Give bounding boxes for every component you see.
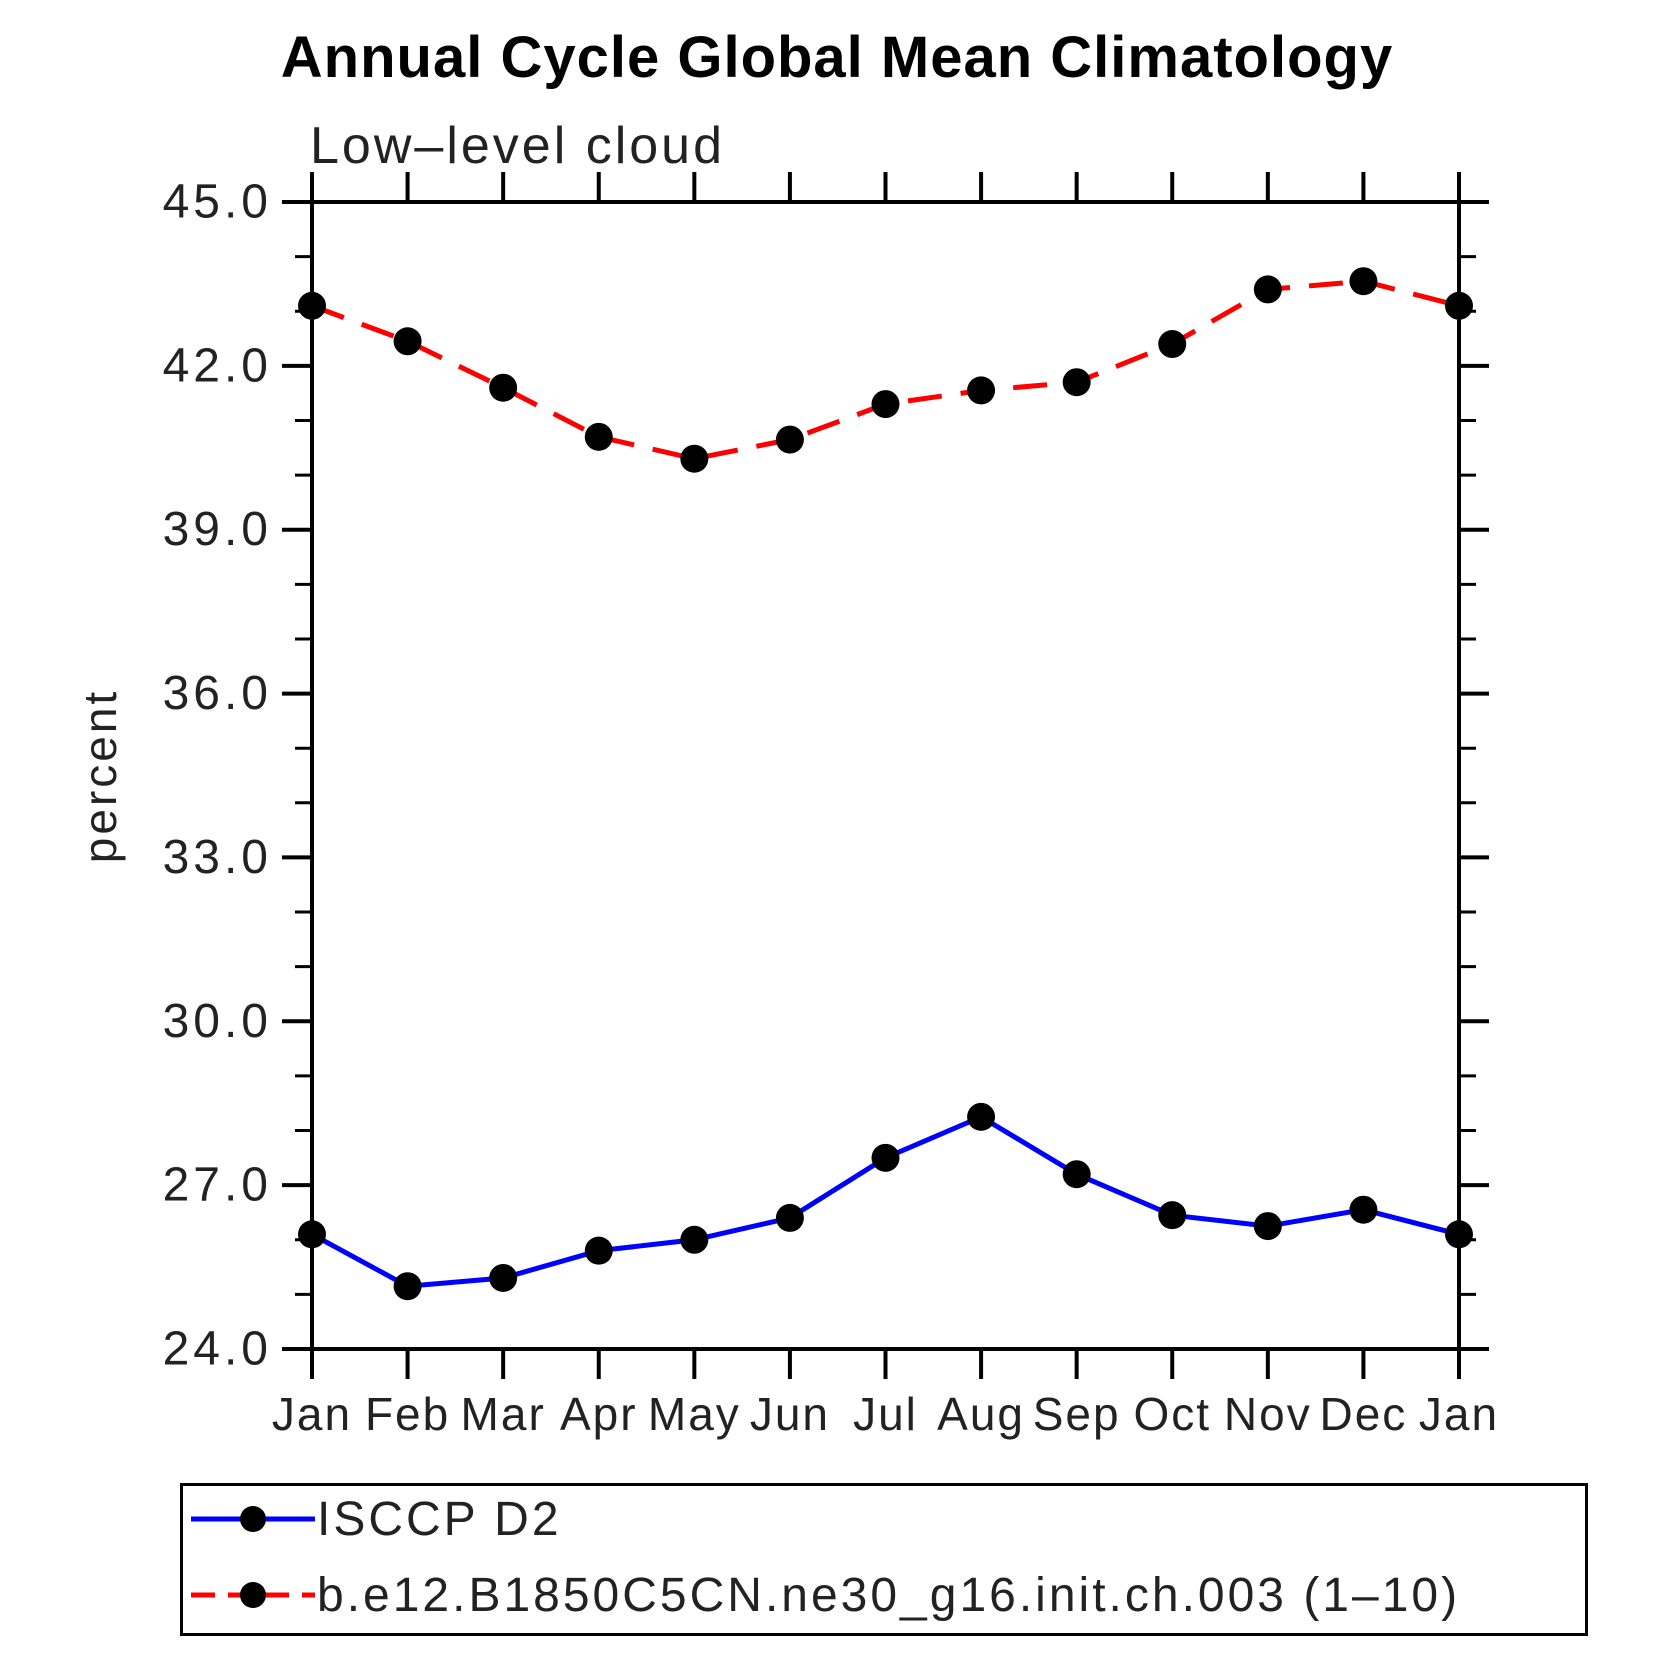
y-axis-tick-label: 33.0	[163, 831, 272, 884]
x-axis-month-label: Mar	[461, 1388, 546, 1440]
chart-title: Annual Cycle Global Mean Climatology	[280, 25, 1394, 90]
x-axis-month-label: Aug	[937, 1388, 1025, 1440]
legend-entry-isccp: ISCCP D2	[189, 1492, 562, 1546]
y-axis-tick-label: 30.0	[163, 995, 272, 1048]
y-axis-tick-label: 24.0	[163, 1323, 272, 1376]
series-0-marker	[967, 1102, 996, 1131]
series-0-marker	[680, 1225, 709, 1254]
series-1-marker	[680, 444, 709, 473]
x-axis-month-label: Feb	[365, 1388, 450, 1440]
series-1-marker	[1349, 267, 1378, 296]
series-line-1	[311, 278, 1460, 462]
legend-swatch-dashed-line	[191, 1582, 315, 1608]
x-axis-month-label: Oct	[1133, 1388, 1211, 1440]
x-axis-month-label: Apr	[560, 1388, 638, 1440]
legend-marker-dot	[240, 1582, 266, 1608]
x-axis-month-label: Sep	[1033, 1388, 1121, 1440]
legend-swatch-solid-line	[191, 1506, 315, 1532]
x-axis-month-label: Dec	[1320, 1388, 1408, 1440]
chart-subtitle: Low–level cloud	[310, 117, 726, 175]
legend-marker-dot	[240, 1506, 266, 1532]
x-axis-month-label: Nov	[1224, 1388, 1312, 1440]
series-1-marker	[871, 390, 900, 419]
series-1-marker	[1158, 330, 1187, 359]
series-0-marker	[298, 1220, 326, 1249]
series-0-marker	[775, 1203, 804, 1232]
y-axis-tick-label: 45.0	[163, 176, 272, 229]
series-0-marker	[584, 1236, 613, 1265]
series-1-marker	[775, 425, 804, 454]
series-1-marker	[1062, 368, 1091, 397]
series-1-marker	[1445, 291, 1473, 320]
series-0-marker	[871, 1143, 900, 1172]
plot-frame	[310, 200, 1461, 1351]
series-1-marker	[584, 422, 613, 451]
series-0-marker	[1445, 1220, 1473, 1249]
series-line-0	[310, 1114, 1460, 1289]
series-0-marker	[489, 1263, 518, 1292]
series-1-marker	[393, 327, 422, 356]
legend-entry-model: b.e12.B1850C5CN.ne30_g16.init.ch.003 (1–…	[189, 1568, 1461, 1622]
series-1-marker	[967, 376, 996, 405]
y-axis-tick-label: 42.0	[163, 339, 272, 392]
legend-label-model: b.e12.B1850C5CN.ne30_g16.init.ch.003 (1–…	[317, 1568, 1461, 1622]
series-0-marker	[1349, 1195, 1378, 1224]
series-1-marker	[1253, 275, 1282, 304]
series-0-marker	[1062, 1160, 1091, 1189]
legend-box: ISCCP D2 b.e12.B1850C5CN.ne30_g16.init.c…	[180, 1483, 1588, 1636]
x-axis-month-label: Jul	[853, 1388, 918, 1440]
x-axis-month-label: May	[648, 1388, 741, 1440]
x-axis-month-label: Jan	[1419, 1388, 1499, 1440]
series-0-marker	[393, 1272, 422, 1301]
x-axis-month-label: Jun	[750, 1388, 830, 1440]
series-1-marker	[298, 291, 326, 320]
x-axis-month-label: Jan	[272, 1388, 352, 1440]
y-axis-tick-label: 27.0	[163, 1159, 272, 1212]
series-1-marker	[489, 373, 518, 402]
legend-label-isccp: ISCCP D2	[317, 1492, 562, 1546]
series-0-marker	[1158, 1201, 1187, 1230]
y-axis-tick-label: 36.0	[163, 667, 272, 720]
series-0-marker	[1253, 1212, 1282, 1241]
y-axis-tick-label: 39.0	[163, 503, 272, 556]
